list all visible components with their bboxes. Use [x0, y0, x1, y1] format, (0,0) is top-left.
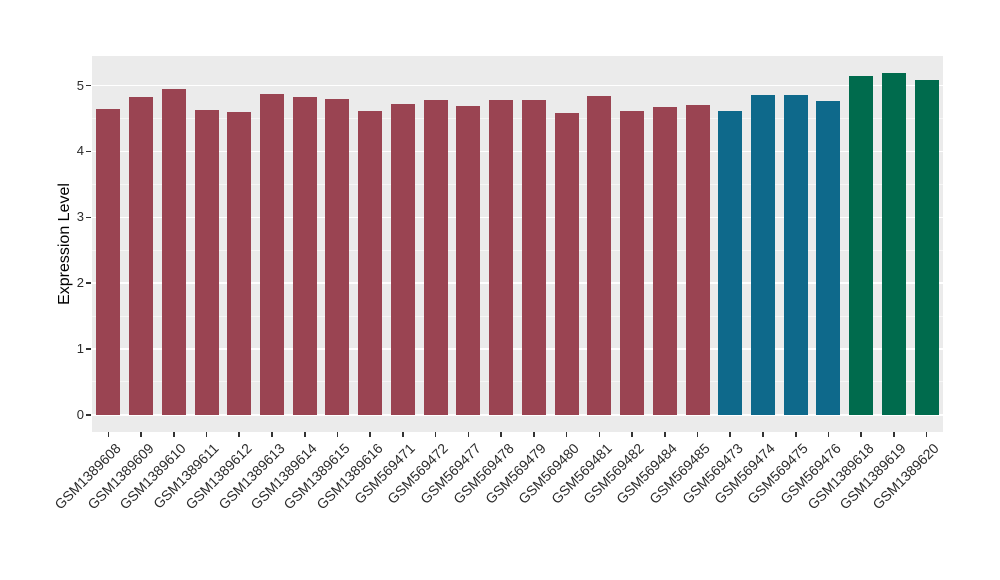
x-tick-mark [729, 432, 732, 437]
major-gridline [92, 282, 943, 284]
x-tick-mark [893, 432, 895, 437]
bar-GSM1389619 [881, 73, 906, 415]
minor-gridline [92, 118, 943, 120]
bar-GSM1389610 [161, 88, 186, 415]
x-tick-mark [827, 432, 830, 437]
minor-gridline [92, 249, 943, 251]
bar-GSM1389620 [914, 80, 939, 415]
minor-gridline [92, 381, 943, 383]
y-tick-label: 4 [76, 143, 84, 159]
x-tick-mark [173, 432, 175, 437]
bar-GSM1389615 [325, 98, 350, 415]
bar-GSM569472 [423, 100, 448, 415]
x-tick-mark [696, 432, 699, 437]
x-tick-mark [205, 432, 208, 437]
minor-gridline [92, 183, 943, 185]
major-gridline [92, 216, 943, 219]
bar-GSM569476 [816, 100, 841, 415]
y-tick-mark [86, 150, 91, 153]
x-tick-mark [794, 432, 797, 437]
bar-GSM569480 [554, 112, 579, 415]
y-tick-label: 2 [76, 275, 84, 291]
y-tick-mark [86, 84, 91, 87]
x-tick-mark [303, 432, 306, 437]
major-gridline [92, 84, 943, 87]
x-tick-mark [369, 432, 371, 437]
x-tick-mark [500, 432, 502, 437]
minor-gridline [92, 315, 943, 317]
y-tick-label: 1 [76, 341, 84, 357]
bar-GSM569478 [489, 100, 514, 415]
x-tick-mark [565, 432, 568, 437]
bar-GSM569474 [750, 94, 775, 415]
x-tick-mark [467, 432, 470, 437]
bar-GSM569473 [718, 110, 743, 415]
y-tick-mark [86, 414, 91, 416]
major-gridline [92, 414, 943, 416]
y-tick-label: 3 [76, 209, 84, 225]
x-tick-mark [140, 432, 142, 437]
bar-GSM1389608 [96, 109, 121, 415]
x-tick-mark [107, 432, 110, 437]
bar-GSM1389618 [849, 76, 874, 415]
bar-GSM1389611 [194, 109, 219, 415]
bar-GSM569471 [390, 104, 415, 415]
x-tick-mark [860, 432, 862, 437]
x-tick-mark [925, 432, 928, 437]
x-tick-mark [434, 432, 437, 437]
bar-GSM1389616 [358, 111, 383, 415]
bar-GSM1389612 [227, 111, 252, 415]
bar-GSM569475 [783, 94, 808, 415]
major-gridline [92, 150, 943, 153]
major-gridline [92, 348, 943, 350]
plot-panel [92, 56, 943, 432]
x-tick-mark [271, 432, 273, 437]
x-tick-mark [238, 432, 241, 437]
y-tick-mark [86, 216, 91, 219]
x-tick-mark [402, 432, 404, 437]
y-tick-mark [86, 282, 91, 284]
x-tick-mark [663, 432, 666, 437]
bar-GSM569485 [685, 105, 710, 415]
x-tick-mark [762, 432, 764, 437]
bar-GSM1389614 [292, 96, 317, 415]
bar-GSM569482 [620, 111, 645, 415]
bar-GSM1389609 [129, 97, 154, 415]
bar-GSM1389613 [260, 94, 285, 415]
y-tick-label: 5 [76, 77, 84, 93]
bar-GSM569479 [521, 100, 546, 415]
x-tick-mark [598, 432, 601, 437]
x-tick-mark [336, 432, 339, 437]
x-tick-mark [533, 432, 535, 437]
y-tick-label: 0 [76, 406, 84, 422]
y-tick-mark [86, 348, 91, 350]
bar-GSM569477 [456, 106, 481, 415]
x-tick-mark [631, 432, 633, 437]
bar-GSM569481 [587, 95, 612, 415]
bar-GSM569484 [652, 106, 677, 415]
